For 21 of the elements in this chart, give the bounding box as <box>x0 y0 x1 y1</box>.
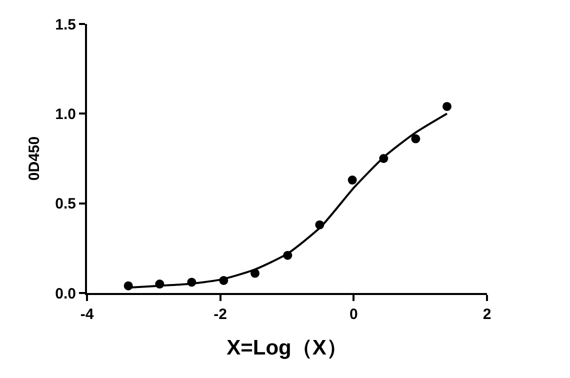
x-axis-title: X=Log（X） <box>226 336 348 360</box>
x-tick-label: -4 <box>80 306 94 323</box>
y-tick-label: 0.0 <box>55 285 76 302</box>
point <box>155 280 164 289</box>
x-tick-label: 2 <box>482 306 492 323</box>
y-axis-title: 0D450 <box>26 136 43 181</box>
point <box>411 134 420 144</box>
point <box>124 281 133 290</box>
point <box>348 176 357 185</box>
y-tick-label: 1.0 <box>55 106 76 123</box>
point <box>187 278 196 287</box>
point <box>379 154 388 163</box>
y-tick-label: 1.5 <box>55 16 76 34</box>
point <box>283 250 292 260</box>
x-tick-label: -2 <box>214 306 227 323</box>
point <box>315 220 324 230</box>
y-tick-label: 0.5 <box>55 196 76 213</box>
point <box>250 268 260 278</box>
x-tick-label: 0 <box>350 306 358 323</box>
point <box>219 276 228 285</box>
point <box>442 102 452 111</box>
